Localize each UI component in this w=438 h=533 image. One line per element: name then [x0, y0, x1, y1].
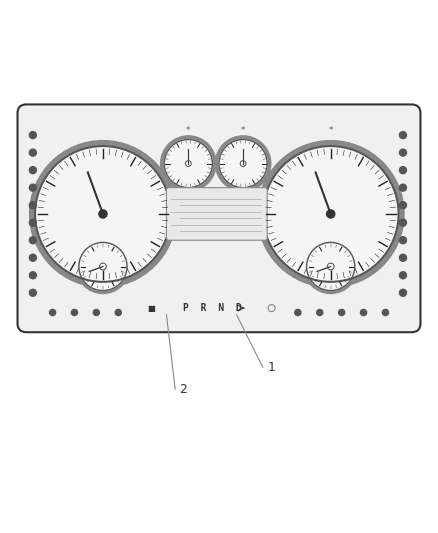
- Circle shape: [29, 201, 36, 209]
- Circle shape: [327, 263, 334, 270]
- Circle shape: [399, 272, 406, 279]
- Circle shape: [258, 141, 404, 287]
- Circle shape: [29, 254, 36, 261]
- Circle shape: [76, 239, 130, 294]
- Circle shape: [185, 160, 191, 166]
- Circle shape: [327, 210, 335, 218]
- Circle shape: [164, 140, 212, 188]
- Text: 1: 1: [267, 361, 275, 374]
- Circle shape: [304, 239, 358, 294]
- Circle shape: [399, 149, 406, 156]
- Circle shape: [29, 289, 36, 296]
- Circle shape: [35, 146, 171, 282]
- Circle shape: [29, 237, 36, 244]
- Circle shape: [219, 140, 267, 188]
- Circle shape: [339, 310, 345, 316]
- Text: ■: ■: [147, 304, 155, 313]
- Circle shape: [29, 272, 36, 279]
- Text: *: *: [241, 126, 245, 135]
- Circle shape: [360, 310, 367, 316]
- Circle shape: [399, 237, 406, 244]
- Circle shape: [317, 310, 323, 316]
- Circle shape: [99, 210, 107, 218]
- Circle shape: [29, 132, 36, 139]
- Circle shape: [29, 219, 36, 226]
- Circle shape: [29, 184, 36, 191]
- FancyBboxPatch shape: [18, 104, 420, 332]
- Circle shape: [399, 201, 406, 209]
- Circle shape: [399, 132, 406, 139]
- Circle shape: [399, 167, 406, 174]
- Circle shape: [30, 141, 176, 287]
- Circle shape: [240, 160, 246, 166]
- Circle shape: [307, 243, 355, 290]
- Circle shape: [382, 310, 389, 316]
- Circle shape: [399, 219, 406, 226]
- Circle shape: [71, 310, 78, 316]
- Circle shape: [215, 136, 271, 191]
- Text: *: *: [328, 126, 333, 135]
- Circle shape: [49, 310, 56, 316]
- Circle shape: [399, 184, 406, 191]
- Circle shape: [29, 167, 36, 174]
- Text: *: *: [186, 126, 191, 135]
- Circle shape: [263, 146, 399, 282]
- Circle shape: [99, 263, 106, 270]
- Circle shape: [93, 310, 99, 316]
- Circle shape: [399, 254, 406, 261]
- Circle shape: [161, 136, 216, 191]
- Circle shape: [79, 243, 127, 290]
- Circle shape: [115, 310, 121, 316]
- FancyBboxPatch shape: [166, 188, 267, 240]
- Circle shape: [29, 149, 36, 156]
- Circle shape: [399, 289, 406, 296]
- Circle shape: [295, 310, 301, 316]
- Text: P  R  N  D: P R N D: [183, 303, 242, 313]
- Text: 2: 2: [180, 383, 187, 395]
